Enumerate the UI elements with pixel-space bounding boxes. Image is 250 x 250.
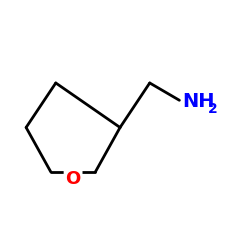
Text: NH: NH <box>182 92 214 111</box>
Text: 2: 2 <box>208 102 218 116</box>
Text: O: O <box>66 170 81 188</box>
